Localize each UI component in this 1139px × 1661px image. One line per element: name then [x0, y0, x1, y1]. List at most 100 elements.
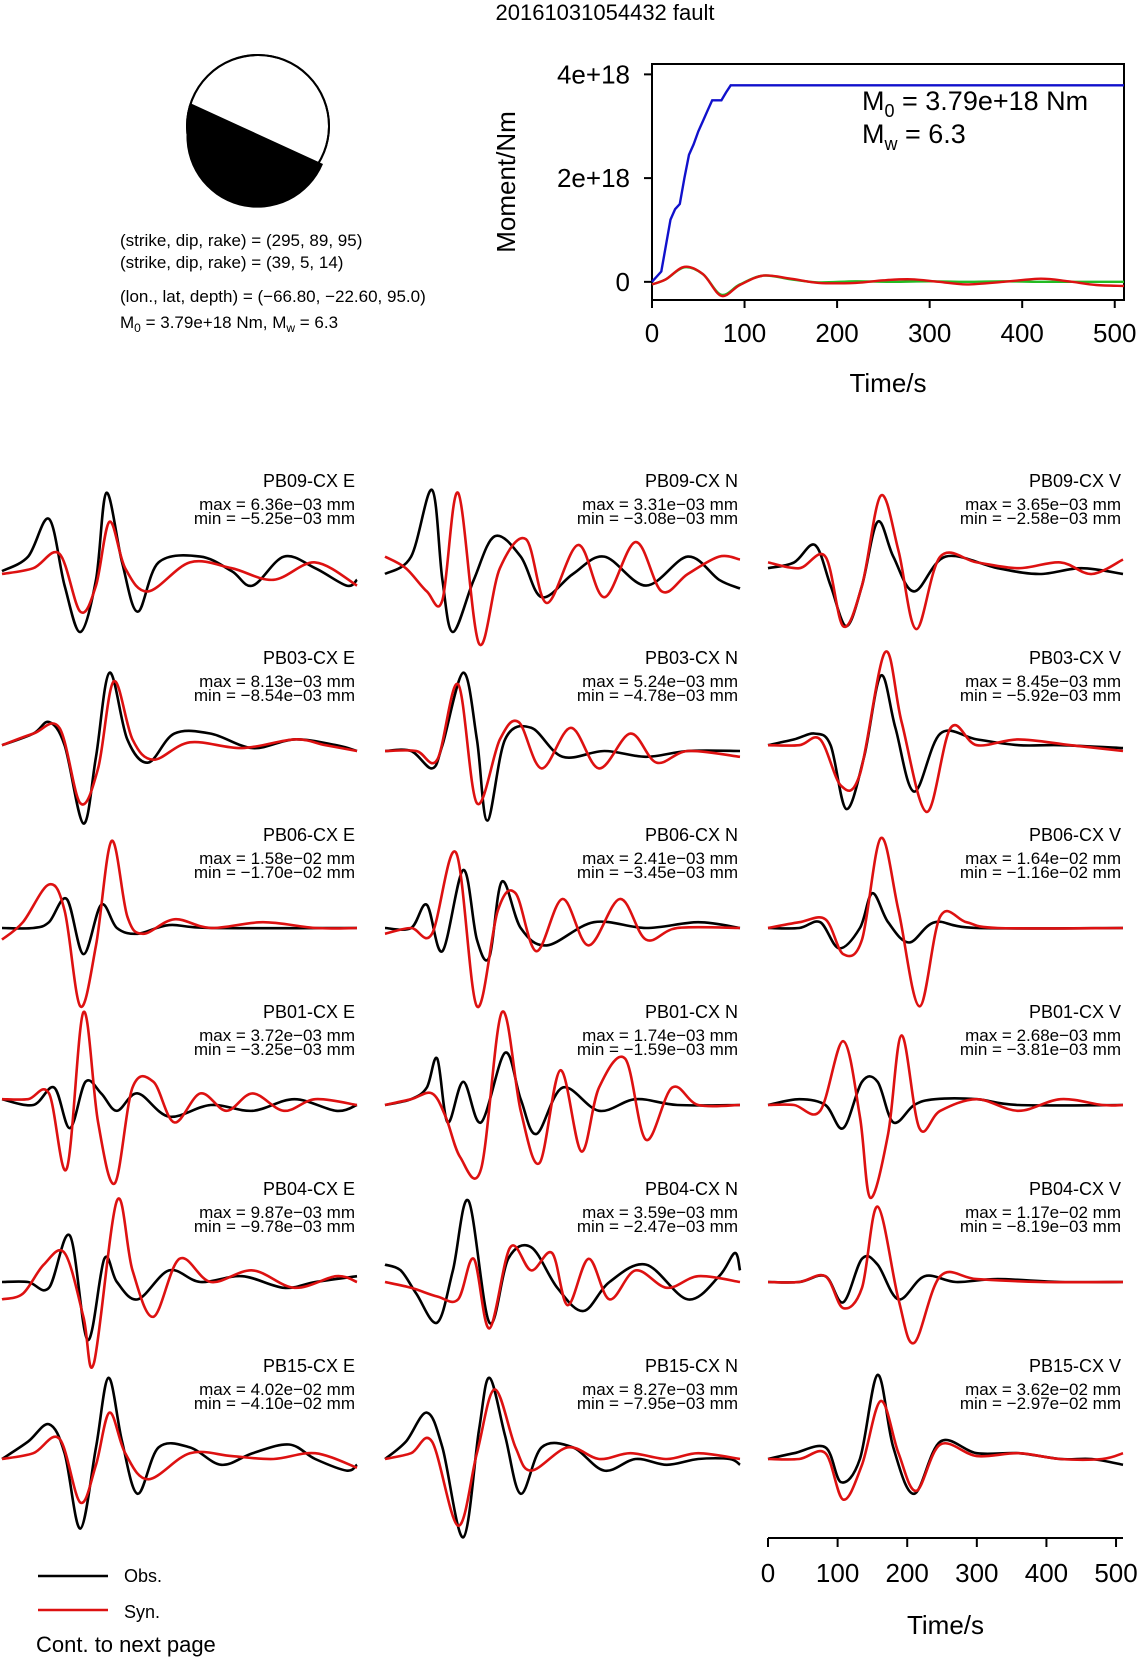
legend-obs-label: Obs. [124, 1566, 162, 1586]
moment-x-tick-label: 0 [645, 318, 659, 348]
max-amplitude-label: max = 8.13e−03 mm [199, 672, 355, 691]
max-amplitude-label: max = 3.65e−03 mm [965, 495, 1121, 514]
m0-text: = 3.79e+18 Nm, M [141, 313, 287, 332]
station-label: PB03-CX E [263, 648, 355, 668]
max-amplitude-label: max = 3.62e−02 mm [965, 1380, 1121, 1399]
max-amplitude-label: max = 6.36e−03 mm [199, 495, 355, 514]
observed-trace [767, 891, 1124, 950]
station-label: PB06-CX E [263, 825, 355, 845]
station-label: PB15-CX N [645, 1356, 738, 1376]
synthetic-trace [1, 1411, 358, 1505]
observed-trace [1, 896, 358, 956]
min-amplitude-label: min = −3.81e−03 mm [960, 1040, 1121, 1059]
mechanism-line-2: (strike, dip, rake) = (39, 5, 14) [120, 253, 343, 272]
time-axis-label: Time/s [907, 1610, 984, 1640]
moment-y-tick-label: 4e+18 [557, 59, 630, 89]
observed-trace [1, 1233, 358, 1342]
m0-subscript: 0 [134, 321, 141, 335]
synthetic-trace [767, 1205, 1124, 1345]
synthetic-trace [384, 850, 741, 1008]
mw-text: = 6.3 [295, 313, 338, 332]
synthetic-trace [384, 682, 741, 806]
station-label: PB04-CX E [263, 1179, 355, 1199]
synthetic-trace [384, 1388, 741, 1528]
max-amplitude-label: max = 2.41e−03 mm [582, 849, 738, 868]
station-label: PB09-CX E [263, 471, 355, 491]
station-label: PB09-CX V [1029, 471, 1121, 491]
moment-y-tick-label: 0 [616, 267, 630, 297]
synthetic-trace [1, 1197, 358, 1369]
synthetic-trace [1, 1010, 358, 1185]
min-amplitude-label: min = −5.92e−03 mm [960, 686, 1121, 705]
m0-symbol: M [120, 313, 134, 332]
min-amplitude-label: min = −3.25e−03 mm [194, 1040, 355, 1059]
max-amplitude-label: max = 1.74e−03 mm [582, 1026, 738, 1045]
synthetic-trace [767, 1034, 1124, 1200]
min-amplitude-label: min = −3.45e−03 mm [577, 863, 738, 882]
observed-trace [767, 520, 1124, 628]
legend: Obs. Syn. Cont. to next page [36, 1566, 216, 1657]
min-amplitude-label: min = −1.16e−02 mm [960, 863, 1121, 882]
synthetic-trace [384, 1010, 741, 1180]
mechanism-line-3: (lon., lat, depth) = (−66.80, −22.60, 95… [120, 287, 426, 306]
observed-trace [384, 1051, 741, 1136]
min-amplitude-label: min = −1.70e−02 mm [194, 863, 355, 882]
mw-subscript: w [285, 321, 295, 335]
synthetic-trace [1, 680, 358, 806]
time-axis-tick-label: 300 [955, 1558, 998, 1588]
moment-series-line [651, 265, 1125, 298]
time-axis-tick-label: 400 [1025, 1558, 1068, 1588]
observed-trace [384, 488, 741, 634]
synthetic-trace [384, 1244, 741, 1330]
max-amplitude-label: max = 5.24e−03 mm [582, 672, 738, 691]
max-amplitude-label: max = 9.87e−03 mm [199, 1203, 355, 1222]
station-label: PB01-CX V [1029, 1002, 1121, 1022]
mechanism-line-4: M0 = 3.79e+18 Nm, Mw = 6.3 [120, 313, 338, 335]
moment-x-tick-label: 200 [815, 318, 858, 348]
max-amplitude-label: max = 1.58e−02 mm [199, 849, 355, 868]
min-amplitude-label: min = −4.10e−02 mm [194, 1394, 355, 1413]
time-axis-tick-label: 200 [886, 1558, 929, 1588]
max-amplitude-label: max = 4.02e−02 mm [199, 1380, 355, 1399]
moment-mw-annotation: Mw = 6.3 [862, 119, 966, 154]
observed-trace [384, 1376, 741, 1539]
moment-x-tick-label: 500 [1093, 318, 1136, 348]
max-amplitude-label: max = 3.59e−03 mm [582, 1203, 738, 1222]
min-amplitude-label: min = −2.97e−02 mm [960, 1394, 1121, 1413]
moment-y-axis-label: Moment/Nm [491, 111, 521, 253]
max-amplitude-label: max = 1.64e−02 mm [965, 849, 1121, 868]
station-label: PB01-CX E [263, 1002, 355, 1022]
station-label: PB03-CX N [645, 648, 738, 668]
moment-plot-frame [651, 63, 1125, 301]
station-label: PB01-CX N [645, 1002, 738, 1022]
min-amplitude-label: min = −9.78e−03 mm [194, 1217, 355, 1236]
min-amplitude-label: min = −5.25e−03 mm [194, 509, 355, 528]
moment-series-line [651, 84, 1124, 283]
moment-x-tick-label: 300 [908, 318, 951, 348]
min-amplitude-label: min = −4.78e−03 mm [577, 686, 738, 705]
time-axis-tick-label: 100 [816, 1558, 859, 1588]
moment-y-tick-label: 2e+18 [557, 163, 630, 193]
station-label: PB15-CX E [263, 1356, 355, 1376]
observed-trace [384, 671, 741, 822]
observed-trace [767, 674, 1124, 811]
max-amplitude-label: max = 1.17e−02 mm [965, 1203, 1121, 1222]
station-label: PB09-CX N [645, 471, 738, 491]
synthetic-trace [767, 1399, 1124, 1501]
station-label: PB04-CX V [1029, 1179, 1121, 1199]
min-amplitude-label: min = −8.54e−03 mm [194, 686, 355, 705]
moment-m0-annotation: M0 = 3.79e+18 Nm [862, 86, 1088, 121]
min-amplitude-label: min = −8.19e−03 mm [960, 1217, 1121, 1236]
observed-trace [1, 491, 358, 634]
